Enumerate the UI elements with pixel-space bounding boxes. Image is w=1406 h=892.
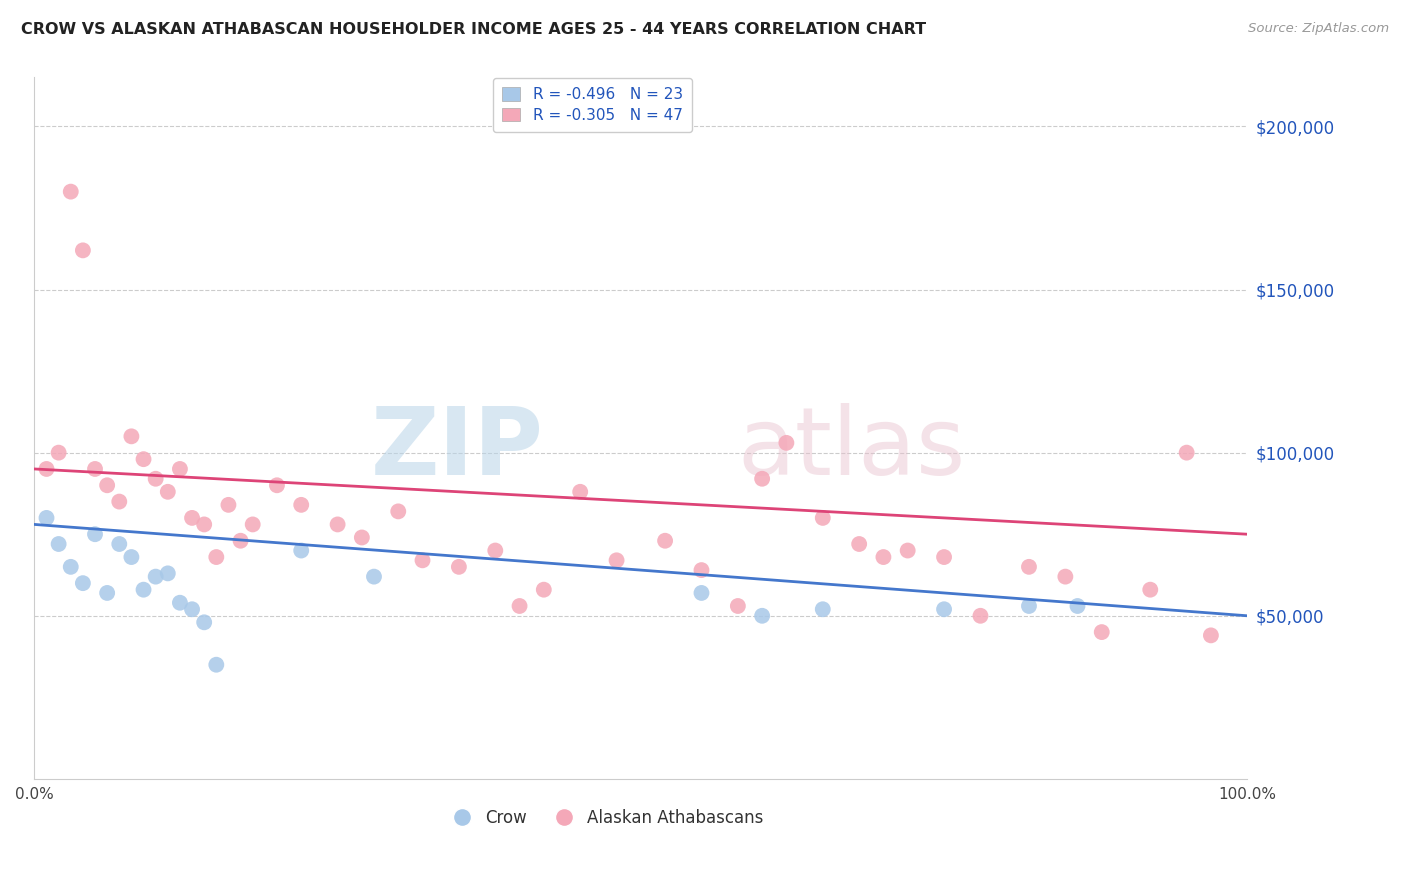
Point	[48, 537, 70, 551]
Point	[205, 550, 228, 565]
Point	[181, 511, 204, 525]
Point	[363, 569, 385, 583]
Point	[690, 563, 713, 577]
Point	[569, 484, 592, 499]
Point	[533, 582, 555, 597]
Point	[350, 531, 373, 545]
Point	[1175, 445, 1198, 459]
Text: CROW VS ALASKAN ATHABASCAN HOUSEHOLDER INCOME AGES 25 - 44 YEARS CORRELATION CHA: CROW VS ALASKAN ATHABASCAN HOUSEHOLDER I…	[21, 22, 927, 37]
Point	[229, 533, 252, 548]
Point	[120, 429, 142, 443]
Point	[205, 657, 228, 672]
Point	[932, 602, 955, 616]
Point	[751, 472, 773, 486]
Point	[193, 517, 215, 532]
Point	[35, 511, 58, 525]
Point	[690, 586, 713, 600]
Point	[266, 478, 288, 492]
Point	[96, 586, 118, 600]
Point	[447, 559, 470, 574]
Point	[132, 452, 155, 467]
Point	[290, 543, 312, 558]
Point	[59, 559, 82, 574]
Point	[848, 537, 870, 551]
Point	[1018, 599, 1040, 613]
Point	[387, 504, 409, 518]
Point	[35, 462, 58, 476]
Point	[969, 608, 991, 623]
Point	[242, 517, 264, 532]
Point	[326, 517, 349, 532]
Point	[48, 445, 70, 459]
Text: ZIP: ZIP	[371, 403, 544, 495]
Point	[1066, 599, 1088, 613]
Point	[59, 185, 82, 199]
Point	[1018, 559, 1040, 574]
Text: atlas: atlas	[738, 403, 966, 495]
Point	[775, 435, 797, 450]
Point	[120, 550, 142, 565]
Point	[72, 244, 94, 258]
Point	[193, 615, 215, 630]
Point	[96, 478, 118, 492]
Text: Source: ZipAtlas.com: Source: ZipAtlas.com	[1249, 22, 1389, 36]
Point	[751, 608, 773, 623]
Point	[72, 576, 94, 591]
Point	[932, 550, 955, 565]
Point	[108, 494, 131, 508]
Point	[872, 550, 894, 565]
Point	[132, 582, 155, 597]
Point	[145, 569, 167, 583]
Point	[84, 462, 107, 476]
Point	[1199, 628, 1222, 642]
Point	[811, 602, 834, 616]
Point	[1054, 569, 1077, 583]
Point	[156, 566, 179, 581]
Point	[412, 553, 434, 567]
Point	[156, 484, 179, 499]
Point	[606, 553, 628, 567]
Point	[811, 511, 834, 525]
Point	[727, 599, 749, 613]
Point	[169, 462, 191, 476]
Point	[1139, 582, 1161, 597]
Point	[484, 543, 506, 558]
Point	[290, 498, 312, 512]
Legend: Crow, Alaskan Athabascans: Crow, Alaskan Athabascans	[439, 803, 770, 834]
Point	[181, 602, 204, 616]
Point	[654, 533, 676, 548]
Point	[509, 599, 531, 613]
Point	[169, 596, 191, 610]
Point	[108, 537, 131, 551]
Point	[1091, 625, 1114, 640]
Point	[145, 472, 167, 486]
Point	[84, 527, 107, 541]
Point	[217, 498, 239, 512]
Point	[897, 543, 920, 558]
